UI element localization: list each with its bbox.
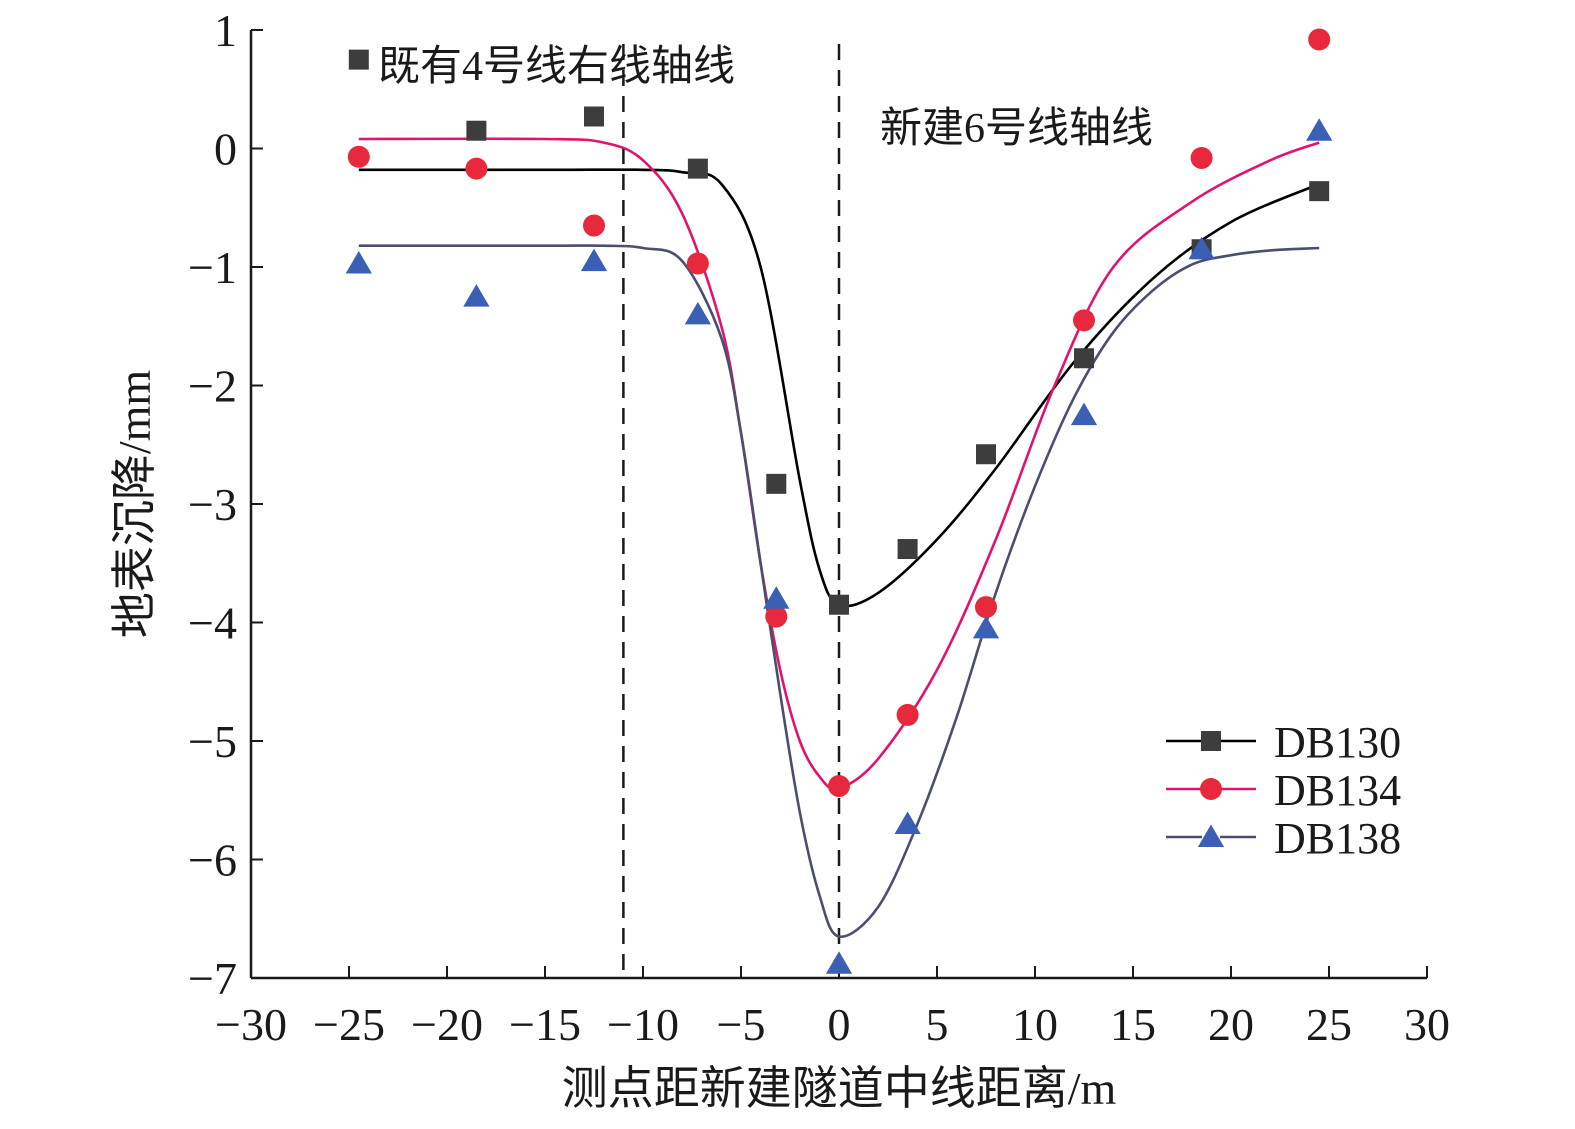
- data-point-db130: [766, 473, 787, 494]
- fit-curve-db138: [358, 244, 1320, 938]
- data-points: [345, 28, 1333, 974]
- data-point-db134: [1073, 309, 1095, 332]
- data-point-db138: [1306, 118, 1333, 141]
- x-tick-label: 0: [828, 999, 851, 1050]
- data-point-db134: [828, 775, 850, 798]
- y-tick-label: −2: [188, 361, 237, 412]
- y-tick-label: 0: [214, 124, 237, 175]
- y-tick-label: −6: [188, 835, 237, 886]
- data-point-db134: [465, 157, 488, 180]
- data-point-db138: [972, 615, 1000, 639]
- y-tick-label: −4: [188, 598, 237, 649]
- ticks: −30 −25 −20 −15 −10 −5 0 5 10 15 20 25 3010−1−2−3−4−…: [188, 5, 1450, 1050]
- data-point-db130: [348, 49, 369, 70]
- x-tick-label: −10: [607, 999, 679, 1050]
- y-tick-label: 1: [214, 5, 237, 56]
- x-tick-label: −15: [509, 999, 581, 1050]
- data-point-db138: [1188, 236, 1215, 260]
- fit-curves: [358, 137, 1320, 938]
- data-point-db130: [466, 120, 487, 141]
- y-tick-label: −3: [188, 479, 237, 530]
- x-tick-label: −25: [313, 999, 385, 1050]
- data-point-db138: [763, 586, 790, 609]
- data-point-db134: [686, 252, 709, 275]
- data-point-db134: [347, 145, 370, 168]
- data-point-db130: [829, 594, 849, 615]
- x-tick-label: −20: [411, 999, 483, 1050]
- data-point-db134: [896, 703, 919, 726]
- data-point-db138: [580, 248, 608, 272]
- data-point-db130: [976, 444, 996, 465]
- data-point-db138: [345, 250, 372, 274]
- legend-label: DB138: [1274, 814, 1401, 863]
- legend-label: DB134: [1274, 766, 1401, 815]
- data-point-db138: [825, 951, 853, 974]
- x-tick-label: 20: [1208, 999, 1254, 1050]
- fit-curve-db134: [358, 137, 1320, 791]
- data-point-db130: [584, 106, 604, 127]
- x-tick-label: 15: [1110, 999, 1156, 1050]
- x-tick-label: 30: [1404, 999, 1450, 1050]
- y-axis-title: 地表沉降/mm: [109, 370, 160, 639]
- legend-marker: [1200, 778, 1222, 800]
- legend-marker: [1201, 731, 1221, 751]
- x-tick-label: 10: [1012, 999, 1058, 1050]
- data-point-db130: [1309, 181, 1330, 202]
- data-point-db130: [687, 158, 708, 179]
- x-tick-label: −30: [215, 999, 287, 1050]
- x-tick-label: −5: [717, 999, 766, 1050]
- y-tick-label: −7: [188, 953, 237, 1004]
- data-point-db134: [765, 605, 788, 628]
- x-tick-label: 25: [1306, 999, 1352, 1050]
- x-tick-label: 5: [926, 999, 949, 1050]
- data-point-db134: [1190, 146, 1213, 169]
- data-point-db130: [1074, 348, 1094, 369]
- legend-marker: [1197, 824, 1225, 847]
- data-point-db134: [583, 214, 605, 237]
- reference-line-label: 既有4号线右线轴线: [378, 44, 735, 90]
- data-point-db134: [1308, 28, 1331, 51]
- x-axis-title: 测点距新建隧道中线距离/m: [562, 1063, 1117, 1114]
- reference-line-label: 新建6号线轴线: [880, 106, 1153, 152]
- data-point-db138: [463, 284, 490, 307]
- legend-label: DB130: [1274, 718, 1401, 767]
- data-point-db138: [894, 811, 921, 834]
- data-point-db138: [1070, 402, 1098, 426]
- y-tick-label: −1: [188, 242, 237, 293]
- data-point-db134: [975, 596, 997, 619]
- y-tick-label: −5: [188, 716, 237, 767]
- data-point-db138: [684, 301, 712, 325]
- data-point-db130: [897, 539, 918, 560]
